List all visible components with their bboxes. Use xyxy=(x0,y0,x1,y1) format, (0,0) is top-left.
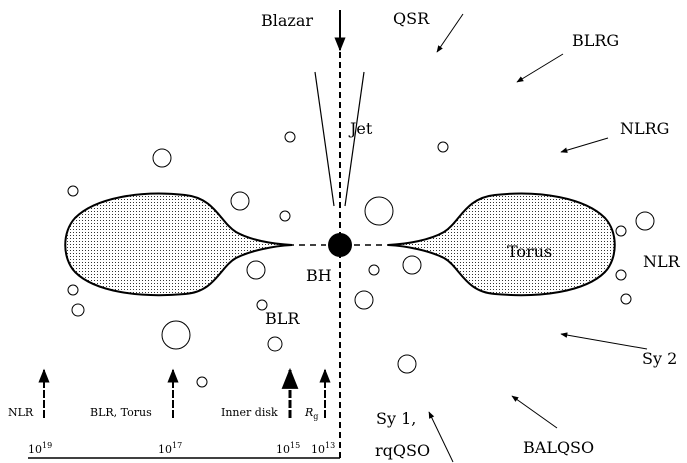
cloud xyxy=(437,141,449,153)
cloud xyxy=(635,211,655,231)
label-torus: Torus xyxy=(507,242,552,261)
cloud xyxy=(67,185,79,197)
cloud xyxy=(196,376,208,388)
label-blazar: Blazar xyxy=(261,11,313,30)
label-jet: Jet xyxy=(348,119,373,138)
scale-label-inner-disk: Inner disk xyxy=(221,406,278,419)
scale-label-rg: Rg xyxy=(304,406,318,421)
cloud xyxy=(256,299,268,311)
scale-tick-1e13: 1013 xyxy=(311,441,335,456)
cloud xyxy=(402,255,422,275)
cloud xyxy=(354,290,374,310)
torus-left xyxy=(64,192,293,297)
label-qsr: QSR xyxy=(393,9,430,28)
blrg-arrow xyxy=(516,53,564,83)
scale-tick-1e19: 1019 xyxy=(28,441,52,456)
label-balqso: BALQSO xyxy=(523,438,594,457)
scale-label-nlr: NLR xyxy=(8,406,34,419)
label-rqqso: rqQSO xyxy=(375,441,430,460)
balqso-arrow xyxy=(511,395,558,429)
cloud xyxy=(368,264,380,276)
sy1-arrow xyxy=(428,411,454,463)
cloud xyxy=(284,131,296,143)
cloud xyxy=(246,260,266,280)
label-bh: BH xyxy=(306,266,332,285)
scale-tick-1e15: 1015 xyxy=(276,441,300,456)
label-blr: BLR xyxy=(265,309,300,328)
torus-right xyxy=(387,192,616,297)
label-blrg: BLRG xyxy=(572,31,619,50)
black-hole xyxy=(328,233,352,257)
cloud xyxy=(615,225,627,237)
sy2-arrow xyxy=(560,332,648,350)
cloud xyxy=(620,293,632,305)
label-nlrg: NLRG xyxy=(620,119,669,138)
cloud xyxy=(279,210,291,222)
cloud xyxy=(267,336,283,352)
cloud xyxy=(230,191,250,211)
scale-tick-1e17: 1017 xyxy=(158,441,182,456)
nlrg-arrow xyxy=(560,137,609,153)
label-sy1: Sy 1, xyxy=(376,409,416,428)
jet-line-right xyxy=(344,71,365,207)
label-nlr: NLR xyxy=(643,252,681,271)
label-sy2: Sy 2 xyxy=(642,349,677,368)
jet-line-left xyxy=(314,71,335,207)
cloud xyxy=(71,303,85,317)
clouds xyxy=(67,131,655,388)
scale-label-blr-torus: BLR, Torus xyxy=(90,406,152,419)
cloud xyxy=(152,148,172,168)
cloud xyxy=(364,196,394,226)
cloud xyxy=(397,354,417,374)
cloud xyxy=(67,284,79,296)
cloud xyxy=(161,320,191,350)
cloud xyxy=(615,269,627,281)
qsr-arrow xyxy=(436,13,464,53)
